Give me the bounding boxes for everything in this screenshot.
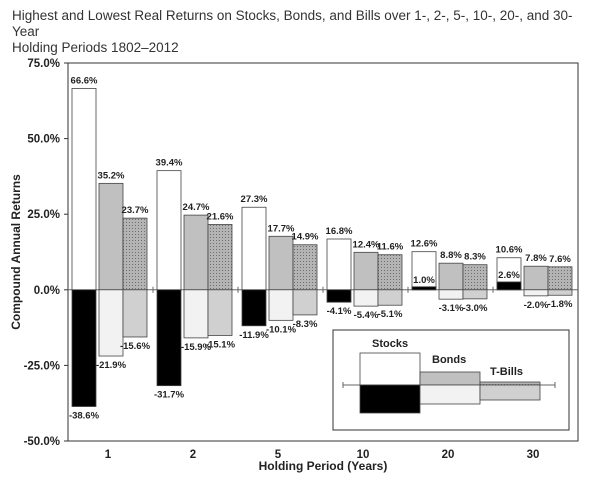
- legend-label-bonds: Bonds: [432, 354, 466, 366]
- x-axis-label: Holding Period (Years): [259, 459, 388, 473]
- legend-label-stocks: Stocks: [372, 338, 408, 350]
- tbills-low-bar: [547, 289, 573, 296]
- tbills-high-bar: [462, 264, 488, 291]
- x-tick-label: 2: [190, 449, 196, 461]
- stocks-low-bar: [241, 289, 267, 327]
- stocks-high-bar: [241, 206, 267, 291]
- stocks-low-bar: [496, 281, 522, 291]
- stocks-high-bar: [326, 238, 352, 291]
- x-tick-label: 10: [357, 449, 370, 461]
- x-tick-label: 5: [275, 449, 282, 461]
- tbills-low-label: -3.0%: [463, 303, 488, 314]
- bonds-low-bar: [353, 289, 379, 307]
- bonds-low-label: -3.1%: [439, 303, 464, 314]
- bonds-high-bar: [438, 262, 464, 291]
- tbills-high-bar: [207, 224, 233, 291]
- stocks-low-label: 1.0%: [413, 275, 435, 286]
- bonds-high-label: 7.8%: [525, 253, 547, 264]
- stocks-low-label: -11.9%: [239, 330, 269, 341]
- tbills-low-label: -15.1%: [205, 339, 236, 350]
- stocks-high-label: 16.8%: [326, 226, 353, 237]
- legend: Stocks Bonds T-Bills: [332, 329, 570, 431]
- tbills-low-bar: [462, 289, 488, 300]
- stocks-high-label: 12.6%: [411, 239, 438, 250]
- tbills-high-label: 21.6%: [207, 211, 234, 222]
- tbills-high-bar: [122, 217, 148, 291]
- bonds-high-bar: [523, 265, 549, 291]
- stocks-high-bar: [71, 88, 97, 291]
- stocks-low-label: -31.7%: [154, 390, 185, 401]
- legend-swatch-bonds-low: [419, 384, 481, 405]
- stocks-high-bar: [156, 170, 182, 291]
- tbills-low-bar: [207, 289, 233, 336]
- legend-label-tbills: T-Bills: [490, 366, 523, 378]
- bonds-low-label: -15.9%: [181, 342, 212, 353]
- bonds-high-label: 8.8%: [440, 250, 462, 261]
- stocks-high-bar: [411, 251, 437, 291]
- tbills-low-label: -5.1%: [378, 309, 403, 320]
- tbills-low-label: -8.3%: [293, 319, 318, 330]
- legend-swatch-stocks-low: [359, 384, 421, 414]
- bonds-high-bar: [353, 251, 379, 291]
- stocks-high-label: 39.4%: [156, 158, 183, 169]
- y-axis-label: Compound Annual Returns: [9, 174, 23, 330]
- y-tick-label: -25.0%: [24, 360, 60, 372]
- stocks-low-label: -38.6%: [69, 411, 100, 422]
- tbills-high-label: 23.7%: [122, 205, 149, 216]
- bonds-high-bar: [183, 214, 209, 291]
- stocks-high-label: 10.6%: [496, 245, 523, 256]
- bonds-low-bar: [183, 289, 209, 339]
- chart-title-line-2: Holding Periods 1802–2012: [12, 40, 179, 55]
- stocks-high-label: 66.6%: [71, 75, 98, 86]
- bonds-low-label: -21.9%: [96, 360, 127, 371]
- tbills-high-label: 8.3%: [464, 252, 486, 263]
- tbills-high-label: 11.6%: [377, 242, 404, 253]
- bonds-high-label: 24.7%: [183, 202, 210, 213]
- y-tick-label: 0.0%: [34, 285, 60, 297]
- stocks-low-bar: [71, 289, 97, 407]
- tbills-low-label: -1.8%: [548, 299, 573, 310]
- bonds-high-label: 17.7%: [268, 223, 295, 234]
- bonds-high-bar: [98, 182, 124, 291]
- tbills-high-bar: [292, 244, 318, 291]
- x-tick-label: 1: [105, 449, 112, 461]
- stocks-low-label: 2.6%: [498, 270, 520, 281]
- bonds-low-bar: [268, 289, 294, 321]
- stocks-low-bar: [326, 289, 352, 303]
- stocks-low-bar: [156, 289, 182, 387]
- tbills-low-bar: [122, 289, 148, 338]
- legend-swatch-tbills-high: [479, 381, 541, 386]
- stocks-low-bar: [411, 286, 437, 291]
- chart-title-line-1: Highest and Lowest Real Returns on Stock…: [12, 8, 573, 39]
- bonds-high-bar: [268, 235, 294, 291]
- tbills-low-bar: [377, 289, 403, 306]
- bonds-low-bar: [98, 289, 124, 357]
- stocks-low-label: -4.1%: [327, 306, 352, 317]
- tbills-low-label: -15.6%: [120, 341, 151, 352]
- bonds-high-label: 35.2%: [98, 170, 125, 181]
- bonds-low-label: -10.1%: [266, 324, 297, 335]
- tbills-high-label: 14.9%: [292, 232, 319, 243]
- chart-title: Highest and Lowest Real Returns on Stock…: [12, 8, 582, 56]
- bonds-low-bar: [438, 289, 464, 300]
- tbills-high-label: 7.6%: [549, 254, 571, 265]
- bonds-low-label: -2.0%: [524, 300, 549, 311]
- stocks-high-label: 27.3%: [241, 194, 268, 205]
- tbills-low-bar: [292, 289, 318, 316]
- x-tick-label: 30: [527, 449, 540, 461]
- bonds-high-label: 12.4%: [353, 239, 380, 250]
- y-tick-label: 25.0%: [27, 209, 60, 221]
- tbills-high-bar: [377, 254, 403, 291]
- legend-swatch-tbills-low: [479, 384, 541, 401]
- y-tick-label: 75.0%: [27, 58, 60, 70]
- y-tick-label: -50.0%: [24, 436, 60, 448]
- tbills-high-bar: [547, 266, 573, 291]
- bonds-low-bar: [523, 289, 549, 297]
- legend-swatch-bonds-high: [419, 371, 481, 386]
- y-tick-label: 50.0%: [27, 134, 60, 146]
- x-tick-label: 20: [442, 449, 455, 461]
- bonds-low-label: -5.4%: [354, 310, 379, 321]
- legend-swatch-stocks-high: [359, 352, 421, 386]
